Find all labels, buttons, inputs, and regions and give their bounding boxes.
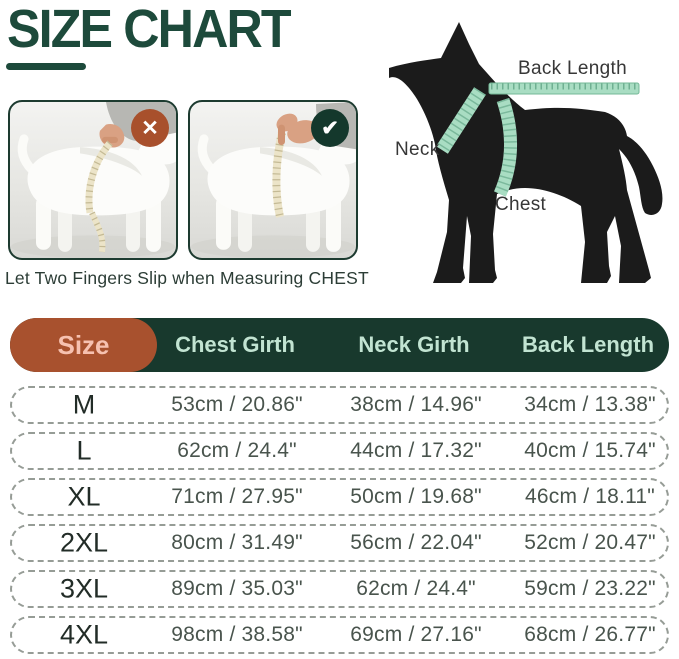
page-title: SIZE CHART (7, 0, 292, 59)
chest-label: Chest (495, 194, 547, 215)
dog-silhouette (389, 22, 663, 283)
mannequin-dog-snug-tape-illustration (191, 102, 356, 258)
neck-label: Neck (395, 139, 440, 160)
chest-girth-cell: 89cm / 35.03" (171, 577, 303, 600)
chest-girth-cell: 98cm / 38.58" (171, 623, 303, 646)
table-header: Size Chest Girth Neck Girth Back Length (10, 318, 669, 372)
x-icon: ✕ (131, 109, 169, 147)
size-cell: XL (67, 481, 101, 512)
neck-girth-cell: 69cm / 27.16" (350, 623, 482, 646)
back-length-cell: 46cm / 18.11" (525, 485, 655, 508)
neck-girth-cell: 44cm / 17.32" (350, 439, 482, 462)
neck-girth-cell: 56cm / 22.04" (350, 531, 482, 554)
table-row: 4XL 98cm / 38.58" 69cm / 27.16" 68cm / 2… (10, 616, 669, 654)
chest-girth-cell: 71cm / 27.95" (171, 485, 303, 508)
size-cell: L (76, 435, 92, 466)
back-length-cell: 68cm / 26.77" (524, 623, 656, 646)
neck-girth-cell: 62cm / 24.4" (356, 577, 476, 600)
measuring-photo-wrong: ✕ (8, 100, 178, 260)
neck-girth-header: Neck Girth (358, 332, 470, 357)
size-cell: 2XL (59, 527, 109, 558)
back-length-header: Back Length (521, 332, 655, 357)
table-row: 3XL 89cm / 35.03" 62cm / 24.4" 59cm / 23… (10, 570, 669, 608)
dog-silhouette-path (389, 22, 663, 283)
chest-girth-header: Chest Girth (175, 332, 295, 357)
check-icon: ✔ (311, 109, 349, 147)
measuring-photo-correct: ✔ (188, 100, 358, 260)
chest-girth-cell: 53cm / 20.86" (171, 393, 303, 416)
back-length-cell: 59cm / 23.22" (524, 577, 656, 600)
back-length-cell: 34cm / 13.38" (524, 393, 656, 416)
back-length-label: Back Length (518, 58, 627, 79)
table-row: L 62cm / 24.4" 44cm / 17.32" 40cm / 15.7… (10, 432, 669, 470)
measuring-caption: Let Two Fingers Slip when Measuring CHES… (5, 268, 369, 288)
size-cell: 3XL (59, 573, 109, 604)
size-cell: M (72, 389, 96, 420)
neck-girth-cell: 38cm / 14.96" (350, 393, 482, 416)
x-glyph: ✕ (141, 116, 159, 140)
size-cell: 4XL (59, 619, 109, 650)
back-length-cell: 40cm / 15.74" (524, 439, 656, 462)
neck-girth-cell: 50cm / 19.68" (350, 485, 482, 508)
chest-tape (493, 97, 517, 197)
table-row: M 53cm / 20.86" 38cm / 14.96" 34cm / 13.… (10, 386, 669, 424)
size-header-label: Size (57, 329, 110, 360)
dog-measurement-diagram: Back Length Neck Chest (373, 20, 675, 312)
table-row: XL 71cm / 27.95" 50cm / 19.68" 46cm / 18… (10, 478, 669, 516)
neck-tape (436, 87, 486, 154)
title-underline (6, 63, 86, 70)
chest-girth-cell: 80cm / 31.49" (171, 531, 303, 554)
size-header-pill: Size (10, 318, 157, 372)
table-row: 2XL 80cm / 31.49" 56cm / 22.04" 52cm / 2… (10, 524, 669, 562)
check-glyph: ✔ (321, 116, 339, 140)
chest-girth-cell: 62cm / 24.4" (177, 439, 297, 462)
back-length-cell: 52cm / 20.47" (524, 531, 656, 554)
